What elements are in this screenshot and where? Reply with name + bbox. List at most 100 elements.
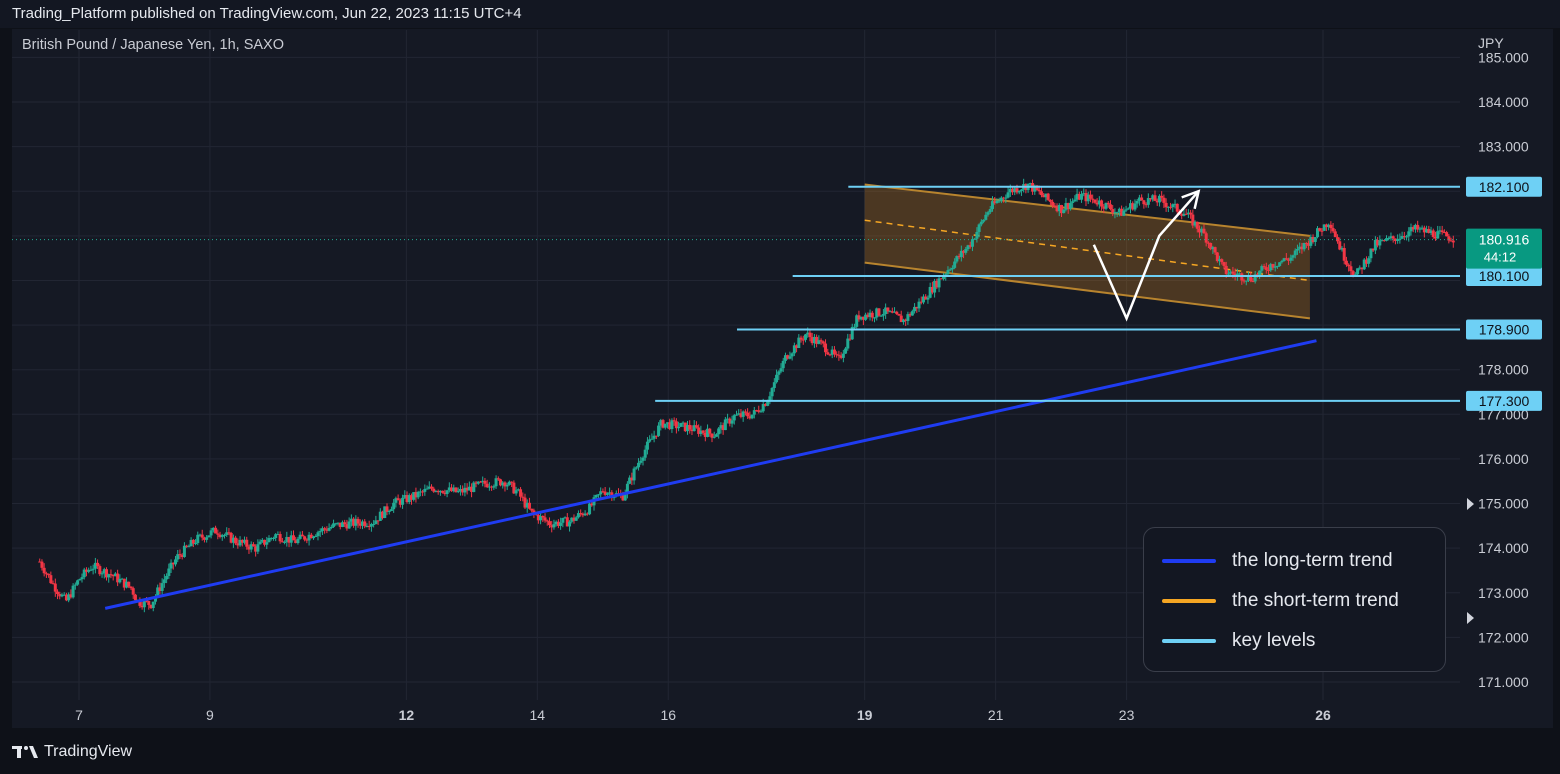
candle-body (1151, 195, 1155, 200)
candle-body (1405, 236, 1409, 238)
candle-body (263, 539, 267, 545)
candle-body (1046, 193, 1050, 200)
candle-body (1349, 266, 1353, 272)
candle-body (973, 238, 977, 240)
candle-body (790, 353, 794, 357)
candle-body (1115, 212, 1119, 214)
candle-body (988, 209, 992, 213)
candle-body (1091, 198, 1095, 200)
candle-body (1311, 237, 1315, 242)
candle-body (1304, 242, 1308, 244)
candle-body (414, 492, 418, 498)
candle-body (1318, 228, 1322, 231)
candle-body (467, 486, 471, 491)
candle-body (236, 543, 240, 546)
candle-body (1166, 206, 1170, 208)
candle-body (999, 197, 1003, 201)
candle-body (1104, 202, 1108, 209)
candle-body (189, 539, 193, 547)
candle-body (819, 340, 823, 342)
candle-body (565, 517, 569, 527)
candle-body (1309, 237, 1313, 246)
candle-body (116, 573, 120, 583)
candle-body (779, 368, 783, 372)
candle-body (283, 541, 287, 543)
candle-body (296, 538, 300, 544)
candle-body (605, 493, 609, 495)
candle-body (688, 424, 692, 430)
legend-label: key levels (1232, 630, 1316, 651)
candle-body (928, 286, 932, 298)
time-tick-label: 16 (660, 707, 676, 723)
candle-body (1039, 191, 1043, 196)
candle-body (761, 404, 765, 412)
candle-body (51, 583, 55, 585)
candle-body (1062, 209, 1066, 214)
candle-body (532, 510, 536, 514)
price-tick-label: 176.000 (1478, 451, 1529, 467)
candle-body (721, 425, 725, 431)
candle-body (810, 337, 814, 344)
candle-body (781, 360, 785, 369)
long-term-trendline (104, 339, 1317, 610)
candle-body (129, 586, 133, 589)
candle-body (962, 250, 966, 253)
candle-body (407, 495, 411, 503)
candle-body (138, 599, 142, 606)
candle-body (1133, 203, 1137, 210)
candle-body (176, 554, 180, 560)
candle-body (211, 527, 215, 531)
candle-body (104, 569, 108, 578)
candle-body (131, 588, 135, 595)
candle-body (1300, 246, 1304, 250)
tradingview-logo[interactable]: TradingView (12, 743, 132, 761)
candle-body (652, 435, 656, 439)
candle-body (775, 374, 779, 383)
channel-mid-line (864, 219, 1311, 282)
candle-body (1080, 194, 1084, 200)
candle-body (1051, 201, 1055, 206)
candle-body (1066, 203, 1070, 209)
last-price-box (1466, 228, 1542, 269)
candle-body (639, 460, 643, 463)
candle-body (772, 382, 776, 388)
candle-body (1393, 238, 1397, 241)
candle-body (392, 502, 396, 510)
candle-body (839, 355, 843, 358)
candle-body (1438, 230, 1442, 232)
candle-body (394, 498, 398, 503)
candle-body (868, 312, 872, 317)
candle-body (824, 343, 828, 353)
candle-body (167, 568, 171, 576)
candle-body (1173, 203, 1177, 205)
candle-body (1427, 229, 1431, 233)
candle-body (997, 200, 1001, 202)
candle-body (1182, 213, 1186, 216)
candle-body (1195, 221, 1199, 229)
candle-body (1278, 262, 1282, 266)
candle-body (1220, 259, 1224, 263)
candle-body (209, 530, 213, 536)
candle-body (1008, 188, 1012, 193)
price-tick-label: 184.000 (1478, 94, 1529, 110)
time-tick-label: 19 (857, 707, 873, 723)
candle-body (570, 517, 574, 522)
candle-body (1006, 192, 1010, 198)
candle-body (438, 490, 442, 493)
candle-body (837, 354, 841, 356)
candle-body (447, 487, 451, 491)
candle-body (930, 286, 934, 293)
candle-body (1117, 208, 1121, 213)
candle-body (1253, 274, 1257, 282)
candle-body (643, 449, 647, 458)
candle-body (979, 221, 983, 225)
candle-body (298, 534, 302, 539)
candle-body (1169, 206, 1173, 208)
candle-body (917, 301, 921, 309)
candle-body (76, 580, 80, 585)
candle-body (214, 527, 218, 534)
time-tick-label: 14 (530, 707, 546, 723)
candle-body (910, 311, 914, 316)
price-tick-label: 172.000 (1478, 629, 1529, 645)
